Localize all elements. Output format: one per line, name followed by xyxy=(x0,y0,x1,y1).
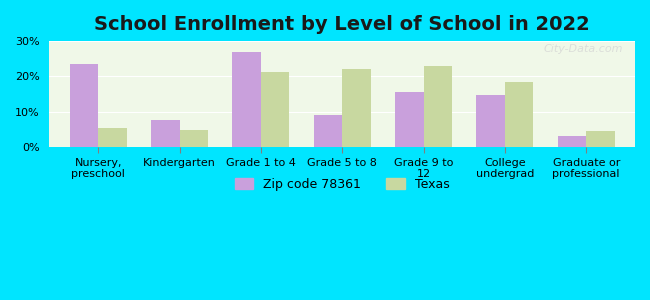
Bar xyxy=(586,130,615,147)
Bar xyxy=(261,72,289,147)
Bar xyxy=(395,92,424,147)
Bar xyxy=(505,82,534,147)
Bar xyxy=(476,95,505,147)
Bar xyxy=(558,136,586,147)
Text: City-Data.com: City-Data.com xyxy=(544,44,623,54)
Bar xyxy=(314,115,343,147)
Bar xyxy=(233,52,261,147)
Legend: Zip code 78361, Texas: Zip code 78361, Texas xyxy=(229,173,455,196)
Bar xyxy=(424,66,452,147)
Bar xyxy=(179,130,208,147)
Bar xyxy=(70,64,98,147)
Bar xyxy=(151,120,179,147)
Bar xyxy=(98,128,127,147)
Bar xyxy=(343,69,370,147)
Title: School Enrollment by Level of School in 2022: School Enrollment by Level of School in … xyxy=(94,15,590,34)
